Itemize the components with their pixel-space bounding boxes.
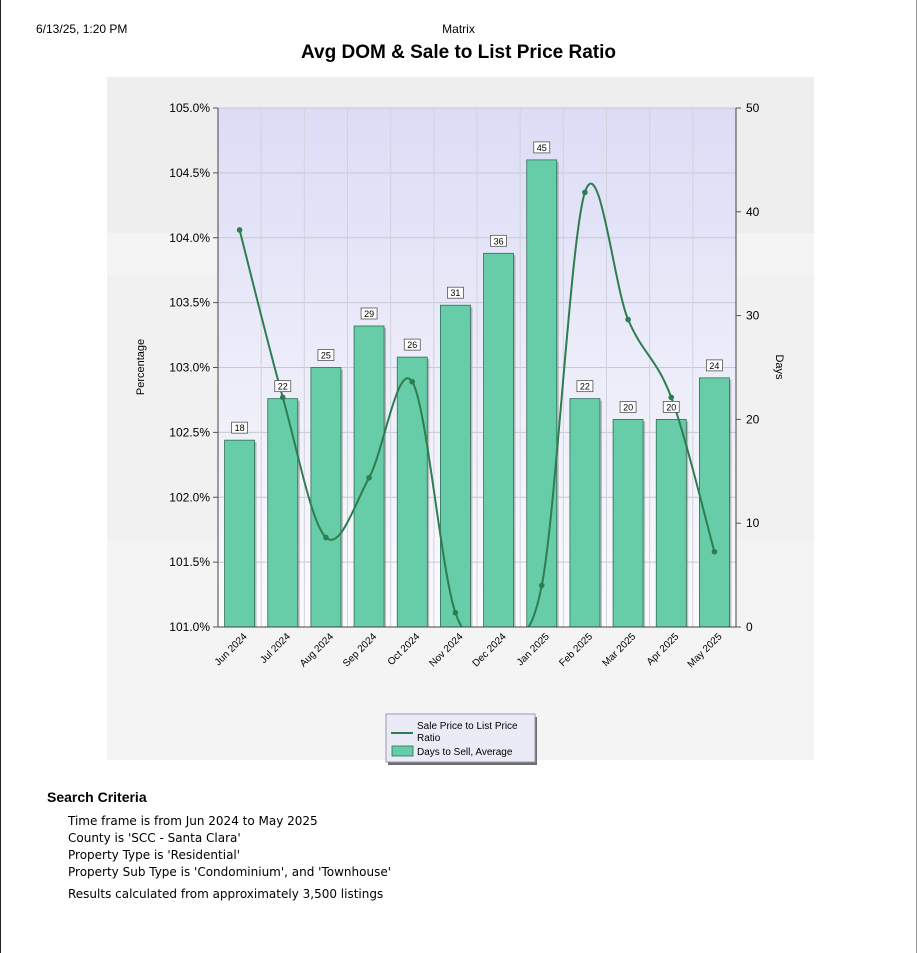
bar bbox=[224, 439, 255, 628]
data-label-box bbox=[706, 359, 723, 372]
y-left-tick-label: 102.5% bbox=[169, 425, 210, 439]
y-left-axis-label: Percentage bbox=[135, 339, 147, 395]
data-label-box bbox=[317, 349, 335, 361]
data-label-box bbox=[360, 307, 378, 320]
criteria-line: Property Sub Type is 'Condominium', and … bbox=[68, 865, 392, 879]
criteria-line: County is 'SCC - Santa Clara' bbox=[68, 831, 241, 845]
y-left-tick-label: 105.0% bbox=[169, 101, 210, 115]
legend-bar-swatch bbox=[391, 745, 414, 757]
bar bbox=[267, 398, 299, 628]
data-label: 25 bbox=[321, 351, 331, 361]
data-label-box bbox=[274, 380, 292, 393]
data-label-box bbox=[662, 400, 680, 413]
y-left-tick-label: 104.5% bbox=[169, 166, 210, 180]
y-left-tick-label: 101.5% bbox=[169, 555, 210, 569]
data-label: 18 bbox=[235, 423, 245, 433]
legend-line-label-1: Sale Price to List Price bbox=[417, 721, 518, 732]
y-left-tick-label: 104.0% bbox=[169, 231, 210, 245]
line-series bbox=[236, 182, 718, 627]
chart-title: Avg DOM & Sale to List Price Ratio bbox=[301, 42, 616, 63]
bar bbox=[396, 356, 428, 628]
y-right-tick-label: 50 bbox=[746, 101, 760, 115]
data-labels: 18 22 25 29 26 31 36 45 22 20 20 24 bbox=[231, 141, 723, 434]
search-criteria-title: Search Criteria bbox=[47, 789, 147, 805]
data-label-box bbox=[403, 338, 421, 351]
data-label: 20 bbox=[623, 402, 633, 412]
ratio-point bbox=[323, 534, 329, 541]
y-left-tick-label: 103.5% bbox=[169, 296, 210, 310]
ratio-point bbox=[538, 582, 545, 589]
data-label: 29 bbox=[364, 309, 374, 319]
y-right-tick-label: 40 bbox=[746, 205, 760, 219]
data-label: 26 bbox=[407, 340, 417, 350]
data-label: 36 bbox=[494, 236, 504, 246]
criteria-line: Time frame is from Jun 2024 to May 2025 bbox=[68, 814, 318, 828]
legend: Sale Price to List Price Ratio Days to S… bbox=[385, 713, 537, 765]
y-right-tick-label: 10 bbox=[746, 516, 760, 530]
bar bbox=[310, 367, 342, 628]
ratio-point bbox=[409, 378, 416, 385]
data-label-box bbox=[447, 286, 464, 299]
bar bbox=[526, 159, 558, 628]
bar bbox=[569, 398, 601, 628]
data-label: 45 bbox=[537, 143, 547, 153]
legend-line-label-2: Ratio bbox=[417, 733, 441, 744]
data-label: 31 bbox=[450, 288, 460, 298]
bar-series bbox=[224, 159, 732, 628]
y-left-tick-label: 101.0% bbox=[169, 620, 210, 634]
ratio-point bbox=[279, 394, 286, 401]
print-timestamp: 6/13/25, 1:20 PM bbox=[36, 22, 128, 36]
data-label-box bbox=[533, 141, 551, 154]
y-right-tick-label: 20 bbox=[746, 412, 760, 426]
ratio-point bbox=[236, 227, 243, 233]
data-label: 24 bbox=[709, 361, 719, 371]
search-criteria-list: Time frame is from Jun 2024 to May 2025 … bbox=[68, 813, 391, 903]
data-label: 20 bbox=[666, 402, 676, 412]
bar bbox=[612, 418, 644, 628]
bar bbox=[699, 377, 730, 628]
ratio-point bbox=[582, 189, 588, 196]
ratio-point bbox=[366, 474, 372, 481]
data-label-box bbox=[619, 400, 637, 413]
data-label: 22 bbox=[278, 382, 288, 392]
y-right-tick-label: 30 bbox=[746, 309, 760, 323]
chart-svg: 105.0% 104.5% 104.0% 103.5% 103.0% 102.5% 102.… bbox=[107, 77, 814, 765]
ratio-point bbox=[711, 548, 718, 555]
print-app-name: Matrix bbox=[442, 22, 475, 36]
y-right-tick-label: 0 bbox=[746, 620, 753, 634]
bar bbox=[655, 418, 687, 628]
data-label-box bbox=[576, 380, 594, 393]
data-label-box bbox=[231, 421, 248, 434]
bar bbox=[440, 304, 471, 628]
data-label-box bbox=[490, 234, 507, 247]
criteria-results: Results calculated from approximately 3,… bbox=[68, 887, 384, 901]
data-label: 22 bbox=[580, 382, 590, 392]
ratio-point bbox=[668, 394, 675, 401]
criteria-line: Property Type is 'Residential' bbox=[68, 848, 241, 862]
legend-bar-label: Days to Sell, Average bbox=[417, 747, 513, 758]
y-left-tick-label: 102.0% bbox=[169, 490, 210, 504]
y-left-tick-label: 103.0% bbox=[169, 361, 210, 375]
ratio-point bbox=[452, 609, 459, 616]
page-left-border bbox=[0, 0, 1, 953]
bar bbox=[483, 252, 514, 628]
ratio-point bbox=[625, 316, 631, 323]
y-right-axis-label: Days bbox=[773, 354, 785, 380]
